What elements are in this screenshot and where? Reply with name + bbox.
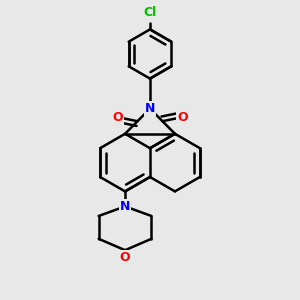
Text: N: N [145,102,155,115]
Text: O: O [112,111,123,124]
Text: O: O [177,111,188,124]
Text: N: N [120,200,130,213]
Text: Cl: Cl [143,6,157,20]
Text: O: O [120,251,130,264]
